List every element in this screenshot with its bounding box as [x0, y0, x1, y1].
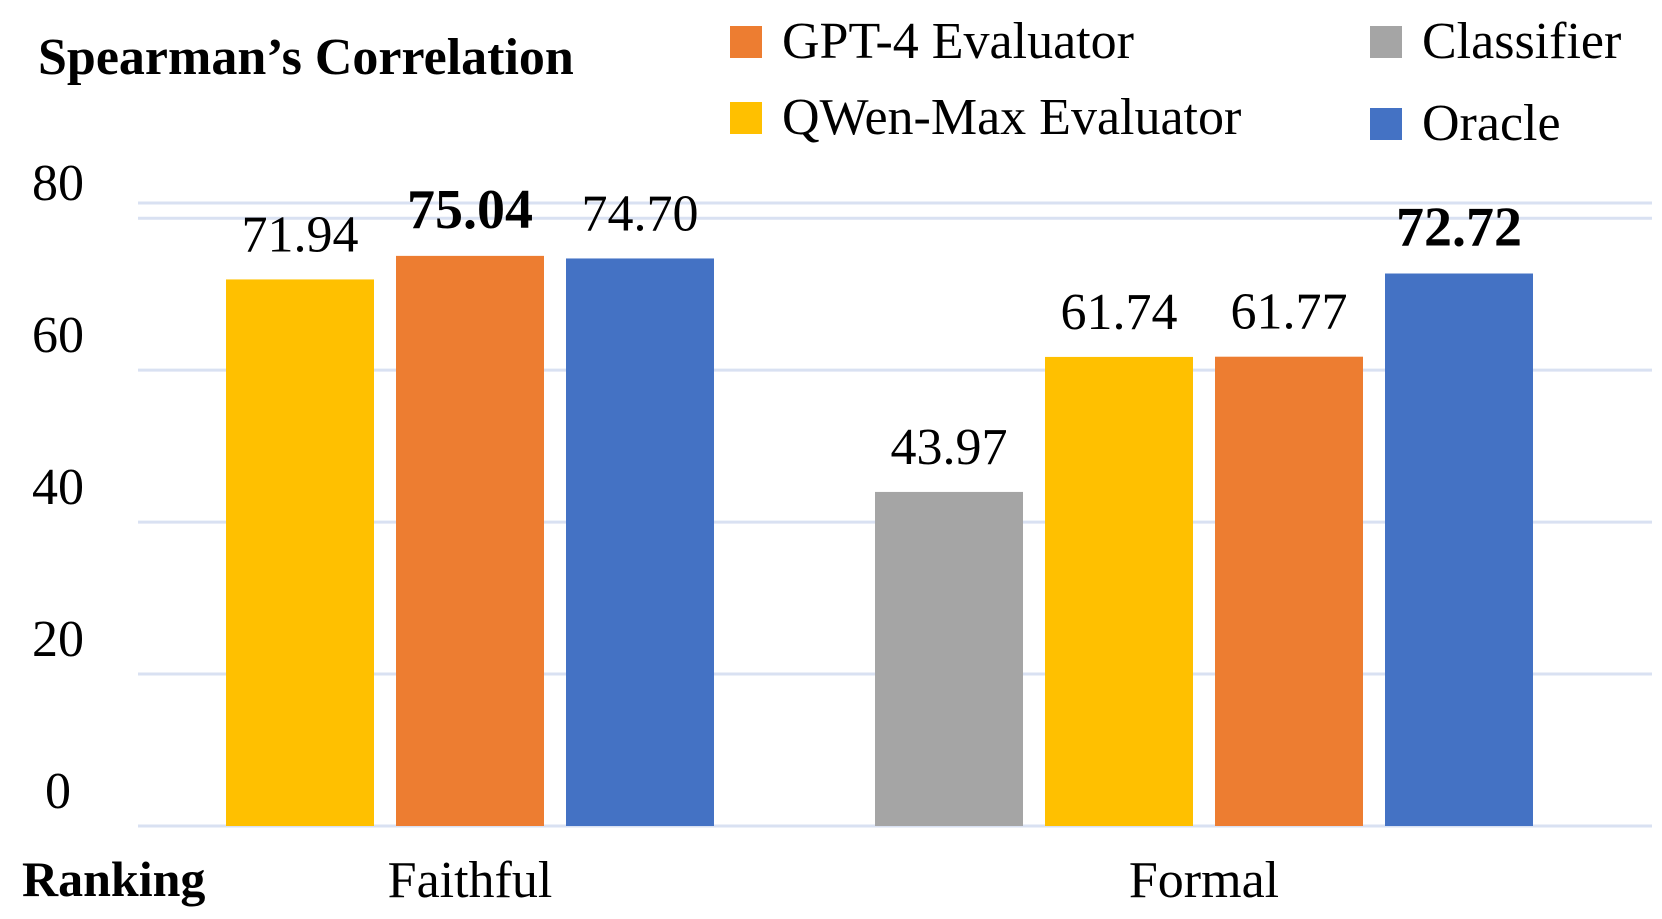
- x-axis-title: Ranking: [22, 851, 206, 907]
- y-tick-label: 60: [32, 307, 84, 364]
- bar: [566, 258, 714, 827]
- legend-label-classifier: Classifier: [1422, 13, 1622, 70]
- y-tick-label: 20: [32, 611, 84, 668]
- x-tick-label: Faithful: [388, 852, 553, 909]
- legend-swatch-oracle: [1370, 107, 1402, 140]
- bar-value-label: 61.77: [1231, 284, 1348, 341]
- bar: [1045, 356, 1193, 826]
- bar-value-labels: 71.94 75.04 74.70 43.97 61.74 61.77 72.72: [242, 179, 1523, 476]
- legend-label-qwen: QWen-Max Evaluator: [782, 89, 1242, 146]
- x-tick-label: Formal: [1129, 852, 1279, 909]
- legend-item-qwen: QWen-Max Evaluator: [730, 88, 1241, 147]
- bar-value-label: 61.74: [1061, 284, 1178, 341]
- bars: [226, 255, 1533, 827]
- y-tick-label: 40: [32, 459, 84, 516]
- x-tick-labels: Faithful Formal: [388, 852, 1279, 909]
- legend-item-oracle: Oracle: [1370, 94, 1561, 153]
- legend-swatch-qwen: [730, 101, 762, 134]
- legend-item-classifier: Classifier: [1370, 12, 1621, 71]
- y-tick-label: 0: [45, 763, 71, 820]
- bar-value-label: 74.70: [582, 185, 699, 242]
- y-tick-labels: 0 20 40 60 80: [32, 155, 84, 820]
- bar: [226, 279, 374, 826]
- bar: [875, 491, 1023, 826]
- legend-swatch-classifier: [1370, 25, 1402, 58]
- bar: [1215, 356, 1363, 826]
- legend-label-oracle: Oracle: [1422, 95, 1561, 152]
- legend-label-gpt4: GPT-4 Evaluator: [782, 13, 1134, 70]
- bar-value-label: 71.94: [242, 206, 359, 263]
- bar: [1385, 273, 1533, 826]
- bar-value-label: 75.04: [407, 179, 533, 241]
- legend-item-gpt4: GPT-4 Evaluator: [730, 12, 1134, 71]
- y-axis-title: Spearman’s Correlation: [38, 29, 574, 86]
- legend-swatch-gpt4: [730, 25, 762, 58]
- y-tick-label: 80: [32, 155, 84, 212]
- bar-value-label: 43.97: [891, 419, 1008, 476]
- bar-value-label: 72.72: [1396, 197, 1522, 259]
- bar: [396, 255, 544, 826]
